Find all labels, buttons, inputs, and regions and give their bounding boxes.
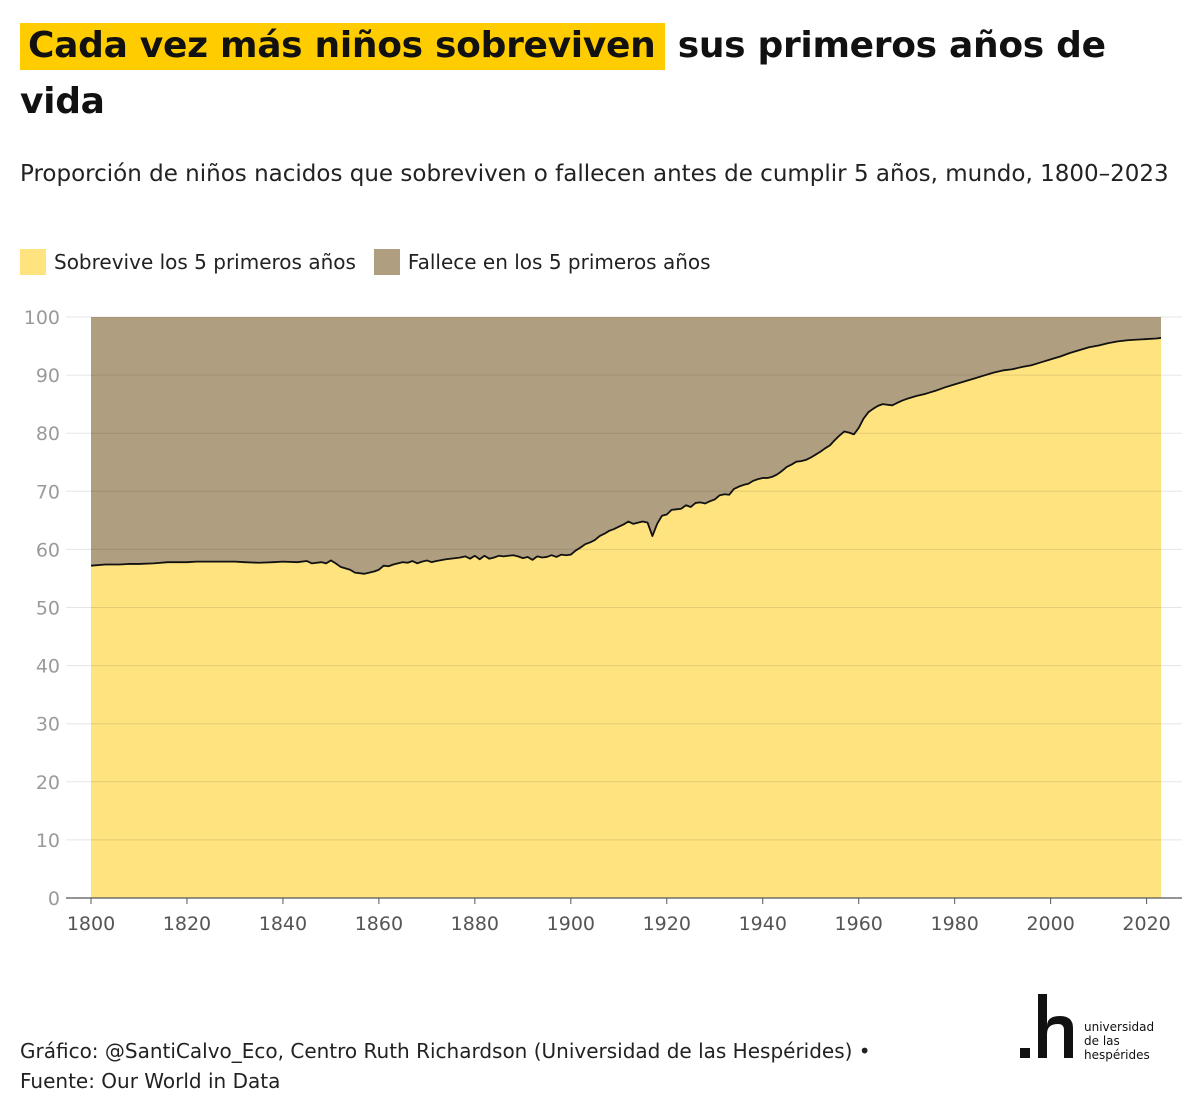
y-tick-label: 70 (36, 481, 60, 503)
title-highlight: Cada vez más niños sobreviven (20, 23, 666, 70)
logo-mark-icon: .h (1020, 994, 1073, 1058)
x-axis-ticks: 1800 1820 1840 1860 1880 1900 1920 1940 1960 1980… (67, 898, 1171, 935)
y-tick-label: 60 (36, 539, 60, 561)
x-tick-label: 1880 (451, 913, 499, 935)
legend-label-survive: Sobrevive los 5 primeros años (54, 250, 356, 274)
logo-text: universidad de las hespérides (1084, 1020, 1154, 1062)
x-tick-label: 1920 (643, 913, 691, 935)
series-line-boundary (90, 337, 1162, 575)
logo-text-line1: universidad (1084, 1020, 1155, 1034)
legend-swatch-survive (20, 249, 46, 275)
area-die (91, 317, 1161, 574)
y-tick-label: 20 (36, 772, 60, 794)
x-tick-label: 1840 (259, 913, 307, 935)
y-axis-ticks: 0 10 20 30 40 50 60 70 80 90 100 (24, 307, 60, 910)
footer-credit: Gráfico: @SantiCalvo_Eco, Centro Ruth Ri… (20, 1039, 871, 1063)
legend-swatch-die (373, 249, 400, 275)
x-tick-label: 1980 (930, 913, 978, 935)
university-logo: .h universidad de las hespérides (1016, 990, 1176, 1070)
x-tick-label: 1860 (355, 913, 403, 935)
legend-item-die[interactable]: Fallece en los 5 primeros años (373, 249, 711, 275)
x-tick-label: 1960 (835, 913, 883, 935)
chart-subtitle: Proporción de niños nacidos que sobreviv… (20, 161, 1169, 187)
chart-areas (66, 316, 1182, 899)
footer-source: Fuente: Our World in Data (20, 1069, 281, 1093)
x-tick-label: 1940 (739, 913, 787, 935)
x-tick-label: 1900 (547, 913, 595, 935)
y-tick-label: 40 (36, 656, 60, 678)
x-tick-label: 2020 (1122, 913, 1170, 935)
x-tick-label: 1820 (163, 913, 211, 935)
title-rest: sus primeros años de vida (20, 25, 1106, 122)
y-tick-label: 50 (36, 598, 60, 620)
y-tick-label: 80 (36, 423, 60, 445)
y-tick-label: 100 (24, 307, 60, 329)
legend-label-die: Fallece en los 5 primeros años (407, 250, 711, 274)
footer: Gráfico: @SantiCalvo_Eco, Centro Ruth Ri… (20, 1036, 980, 1096)
logo-text-line2: de las (1084, 1034, 1120, 1048)
area-survive (91, 337, 1161, 898)
y-tick-label: 0 (48, 888, 60, 910)
legend-item-survive[interactable]: Sobrevive los 5 primeros años (20, 249, 356, 275)
chart-title: Cada vez más niños sobreviven sus primer… (20, 18, 1180, 130)
legend: Sobrevive los 5 primeros años Fallece en… (20, 249, 729, 275)
x-tick-label: 2000 (1026, 913, 1074, 935)
logo-text-line3: hespérides (1084, 1048, 1150, 1062)
y-tick-label: 30 (36, 714, 60, 736)
y-tick-label: 90 (36, 365, 60, 387)
y-tick-label: 10 (36, 830, 60, 852)
x-tick-label: 1800 (67, 913, 115, 935)
